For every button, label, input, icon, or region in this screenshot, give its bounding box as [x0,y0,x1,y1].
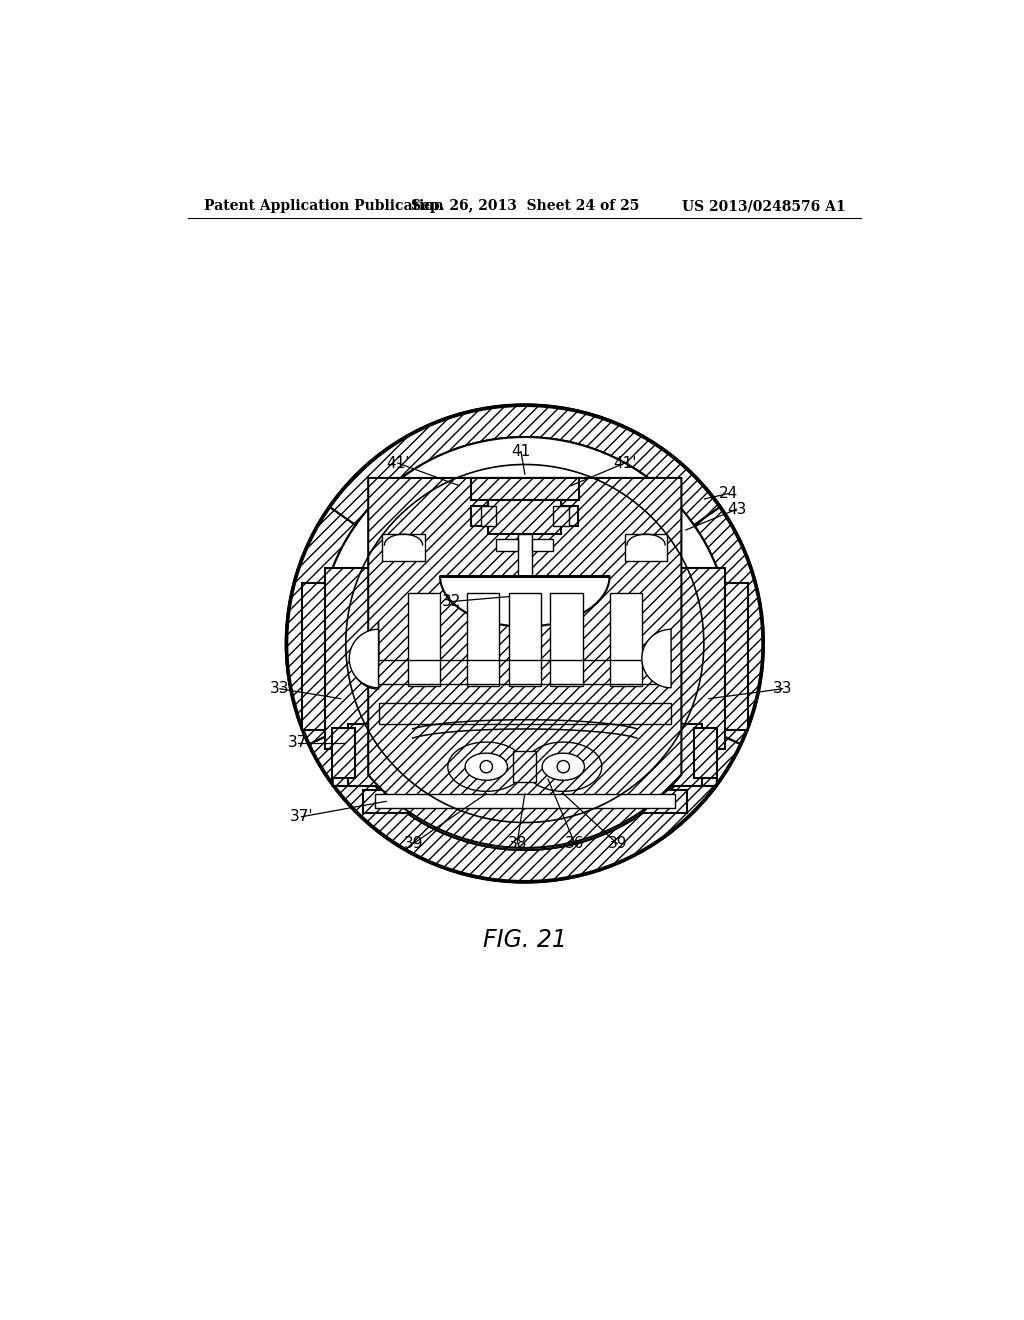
Polygon shape [379,582,671,725]
Circle shape [480,760,493,774]
Text: 37: 37 [288,735,307,750]
Polygon shape [349,630,379,688]
Circle shape [318,437,731,850]
Polygon shape [447,742,524,791]
Polygon shape [694,507,762,744]
Text: Patent Application Publication: Patent Application Publication [204,199,443,213]
Circle shape [286,405,764,882]
Polygon shape [301,583,325,730]
Polygon shape [642,630,671,688]
Polygon shape [309,731,740,880]
Polygon shape [382,535,425,561]
Polygon shape [725,583,749,730]
Polygon shape [351,622,379,689]
Text: 33: 33 [773,681,793,696]
Text: 41': 41' [386,455,410,470]
Text: FIG. 21: FIG. 21 [483,928,566,952]
Polygon shape [467,593,500,686]
Text: 36: 36 [565,836,585,851]
Polygon shape [471,478,579,499]
Polygon shape [497,539,518,552]
Text: 32: 32 [442,594,462,609]
Text: 43: 43 [727,502,746,517]
Polygon shape [390,495,659,781]
Polygon shape [465,754,508,780]
Text: 39: 39 [403,836,423,851]
Text: Sep. 26, 2013  Sheet 24 of 25: Sep. 26, 2013 Sheet 24 of 25 [411,199,639,213]
Polygon shape [609,593,642,686]
Polygon shape [333,729,355,779]
Polygon shape [531,539,553,552]
Polygon shape [364,789,686,813]
Text: 37': 37' [290,809,313,824]
Polygon shape [671,568,725,748]
Polygon shape [481,506,497,525]
Polygon shape [471,506,488,525]
Polygon shape [440,577,609,627]
Circle shape [557,760,569,774]
Polygon shape [509,593,541,686]
Polygon shape [550,593,583,686]
Polygon shape [694,729,717,779]
Polygon shape [333,440,717,785]
Polygon shape [561,506,579,525]
Text: 38: 38 [508,836,526,851]
Polygon shape [542,754,585,780]
Text: 33: 33 [270,681,290,696]
Polygon shape [488,499,561,535]
Polygon shape [625,535,668,561]
Polygon shape [369,478,681,847]
Polygon shape [288,507,355,744]
Polygon shape [379,704,671,725]
Text: 24: 24 [719,486,738,502]
Polygon shape [375,795,675,808]
Polygon shape [331,407,719,525]
Polygon shape [518,535,531,577]
Text: 39: 39 [607,836,627,851]
Polygon shape [325,568,379,748]
Polygon shape [553,506,568,525]
Text: 41': 41' [613,455,637,470]
Polygon shape [513,751,537,781]
Polygon shape [525,742,602,791]
Polygon shape [408,593,440,686]
Text: 41: 41 [511,444,530,459]
Polygon shape [348,725,701,785]
Text: US 2013/0248576 A1: US 2013/0248576 A1 [682,199,846,213]
